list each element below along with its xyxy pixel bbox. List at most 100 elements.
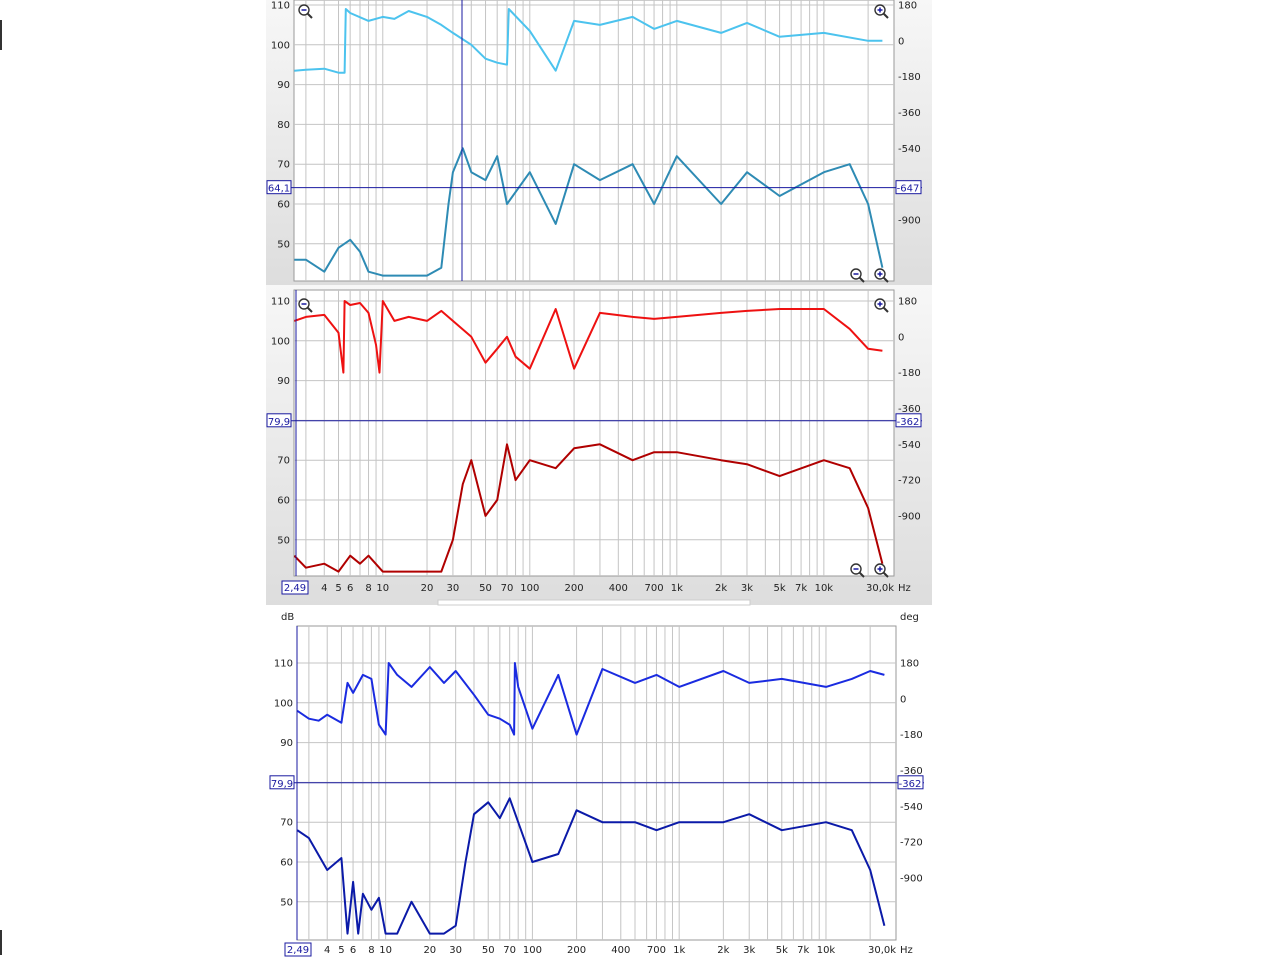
db-tick-label: 90	[277, 376, 290, 387]
cursor-level-value: 64,1	[268, 184, 290, 195]
window-edge-mark	[0, 20, 2, 50]
freq-tick-label: 10	[376, 583, 389, 594]
freq-tick-label: 4	[324, 945, 330, 956]
phase-tick-label: 0	[898, 36, 904, 47]
right-axis-unit: deg	[900, 612, 919, 623]
phase-curve	[297, 662, 885, 736]
freq-tick-label: 7k	[795, 583, 807, 594]
freq-tick-label: 700	[647, 945, 666, 956]
zoom-out-icon[interactable]	[298, 298, 313, 313]
phase-tick-label: -900	[898, 511, 921, 522]
phase-tick-label: -180	[900, 730, 923, 741]
zoom-out-icon[interactable]	[850, 563, 865, 578]
spl-phase-graph-middle[interactable]: 11010090807060501800-180-360-540-720-900…	[266, 289, 922, 595]
phase-tick-label: -360	[898, 108, 921, 119]
phase-tick-label: 180	[898, 297, 917, 308]
db-tick-label: 90	[277, 80, 290, 91]
freq-tick-label: 5k	[776, 945, 788, 956]
zoom-out-icon[interactable]	[298, 4, 313, 19]
cursor-freq-value: 2,49	[287, 945, 309, 956]
phase-tick-label: 180	[898, 1, 917, 12]
cursor-level-value: 79,9	[271, 779, 293, 790]
spl-curve	[297, 797, 886, 935]
freq-tick-label: 30,0k	[866, 583, 894, 594]
spl-curve	[294, 147, 884, 277]
hz-unit-label: Hz	[900, 945, 913, 956]
cursor-level-box	[266, 180, 292, 195]
phase-tick-label: 0	[898, 332, 904, 343]
phase-tick-label: -540	[898, 440, 921, 451]
cursor-phase-box	[895, 413, 922, 428]
phase-tick-label: -720	[898, 476, 921, 487]
freq-tick-label: 400	[609, 583, 628, 594]
phase-tick-label: -540	[900, 802, 923, 813]
freq-tick-label: 5	[338, 945, 344, 956]
phase-tick-label: -360	[900, 766, 923, 777]
cursor-phase-value: -647	[897, 184, 920, 195]
freq-tick-label: 50	[482, 945, 495, 956]
cursor-level-box	[266, 413, 292, 428]
cursor-level-box	[269, 775, 295, 790]
phase-tick-label: -180	[898, 368, 921, 379]
cursor-freq-box	[284, 942, 312, 957]
freq-tick-label: 200	[565, 583, 584, 594]
freq-tick-label: 3k	[743, 945, 755, 956]
phase-curve	[294, 8, 883, 74]
spl-phase-graph-top[interactable]: 11010090807060501800-180-360-540-720-900…	[266, 0, 922, 283]
phase-tick-label: 0	[900, 694, 906, 705]
zoom-in-icon[interactable]	[874, 268, 889, 283]
db-tick-label: 50	[280, 897, 293, 908]
db-tick-label: 100	[271, 336, 290, 347]
db-tick-label: 100	[271, 40, 290, 51]
panel-separator	[437, 599, 751, 606]
db-tick-label: 50	[277, 535, 290, 546]
cursor-level-value: 79,9	[268, 417, 290, 428]
freq-tick-label: 30	[447, 583, 460, 594]
db-tick-label: 60	[277, 496, 290, 507]
freq-tick-label: 3k	[741, 583, 753, 594]
db-tick-label: 100	[274, 698, 293, 709]
freq-tick-label: 6	[350, 945, 356, 956]
freq-tick-label: 10k	[815, 583, 834, 594]
freq-tick-label: 4	[321, 583, 327, 594]
freq-tick-label: 30	[449, 945, 462, 956]
db-tick-label: 70	[277, 456, 290, 467]
freq-tick-label: 8	[365, 583, 371, 594]
db-tick-label: 70	[280, 818, 293, 829]
db-tick-label: 110	[271, 297, 290, 308]
db-tick-label: 60	[277, 200, 290, 211]
phase-tick-label: -900	[898, 215, 921, 226]
db-tick-label: 80	[277, 120, 290, 131]
zoom-in-icon[interactable]	[874, 4, 889, 19]
freq-tick-label: 2k	[715, 583, 727, 594]
db-tick-label: 110	[274, 659, 293, 670]
db-tick-label: 60	[280, 858, 293, 869]
phase-tick-label: -360	[898, 404, 921, 415]
phase-tick-label: -180	[898, 72, 921, 83]
freq-tick-label: 5k	[774, 583, 786, 594]
phase-tick-label: -540	[898, 144, 921, 155]
spl-phase-graph-bottom[interactable]: 11010090807060501800-180-360-540-720-900…	[269, 625, 924, 957]
zoom-in-icon[interactable]	[874, 563, 889, 578]
freq-tick-label: 10	[379, 945, 392, 956]
left-axis-unit: dB	[281, 612, 294, 623]
plot-area	[293, 289, 895, 577]
freq-tick-label: 10k	[817, 945, 836, 956]
zoom-out-icon[interactable]	[850, 268, 865, 283]
window-edge-mark	[0, 930, 2, 955]
zoom-in-icon[interactable]	[874, 298, 889, 313]
freq-tick-label: 8	[368, 945, 374, 956]
spl-curve	[294, 443, 884, 573]
db-tick-label: 110	[271, 1, 290, 12]
freq-tick-label: 30,0k	[868, 945, 896, 956]
freq-tick-label: 7k	[797, 945, 809, 956]
freq-tick-label: 700	[645, 583, 664, 594]
freq-tick-label: 1k	[671, 583, 683, 594]
cursor-phase-value: -362	[899, 779, 922, 790]
phase-tick-label: 180	[900, 659, 919, 670]
freq-tick-label: 20	[421, 583, 434, 594]
freq-tick-label: 200	[567, 945, 586, 956]
freq-tick-label: 6	[347, 583, 353, 594]
cursor-phase-value: -362	[897, 417, 920, 428]
